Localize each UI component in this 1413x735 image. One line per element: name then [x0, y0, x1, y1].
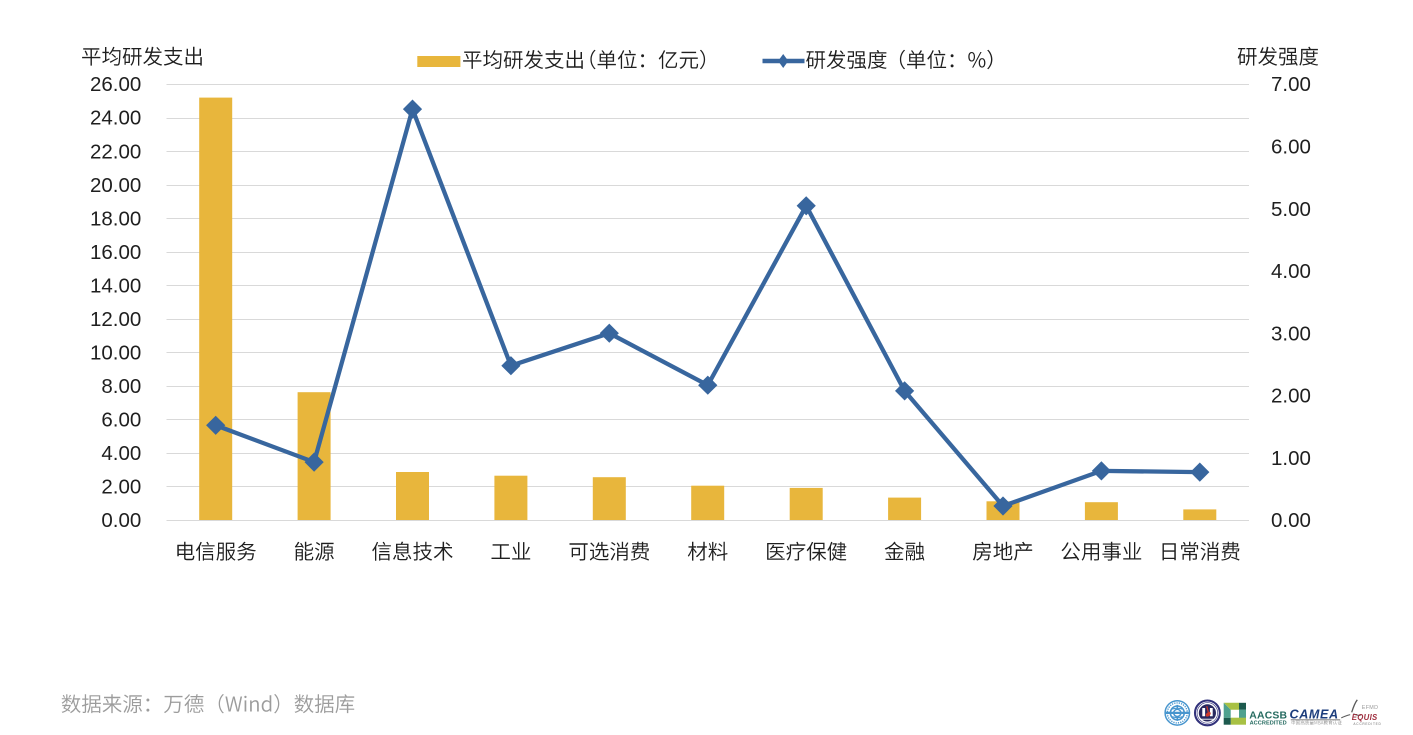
svg-text:EQUIS: EQUIS: [1352, 713, 1378, 722]
svg-text:2.00: 2.00: [101, 476, 141, 499]
svg-text:3.00: 3.00: [1271, 322, 1311, 345]
svg-text:4.00: 4.00: [1271, 260, 1311, 283]
svg-text:1.00: 1.00: [1271, 447, 1311, 470]
svg-text:12.00: 12.00: [90, 308, 141, 331]
svg-text:7.00: 7.00: [1271, 73, 1311, 96]
svg-text:18.00: 18.00: [90, 207, 141, 230]
svg-text:4.00: 4.00: [101, 442, 141, 465]
svg-text:22.00: 22.00: [90, 140, 141, 163]
svg-text:AACSB: AACSB: [1249, 710, 1287, 721]
svg-text:5.00: 5.00: [1271, 198, 1311, 221]
svg-text:26.00: 26.00: [90, 73, 141, 96]
svg-text:EFMD: EFMD: [1362, 705, 1378, 711]
svg-text:24.00: 24.00: [90, 107, 141, 130]
svg-text:ACCREDITED: ACCREDITED: [1353, 722, 1381, 726]
svg-text:0.00: 0.00: [1271, 509, 1311, 532]
svg-text:6.00: 6.00: [1271, 136, 1311, 159]
svg-text:14.00: 14.00: [90, 274, 141, 297]
svg-text:6.00: 6.00: [101, 409, 141, 432]
svg-text:ACCREDITED: ACCREDITED: [1250, 720, 1287, 726]
svg-text:10.00: 10.00: [90, 342, 141, 365]
svg-text:8.00: 8.00: [101, 375, 141, 398]
svg-text:20.00: 20.00: [90, 174, 141, 197]
svg-text:16.00: 16.00: [90, 241, 141, 264]
svg-text:CAMEA: CAMEA: [1290, 708, 1339, 722]
svg-text:0.00: 0.00: [101, 509, 141, 532]
svg-text:2.00: 2.00: [1271, 385, 1311, 408]
